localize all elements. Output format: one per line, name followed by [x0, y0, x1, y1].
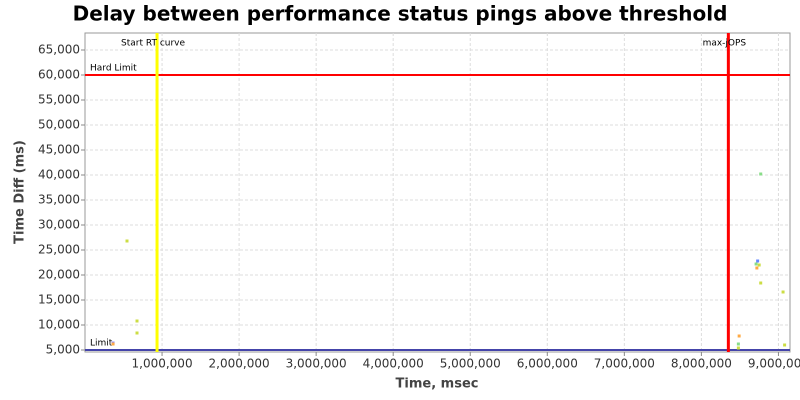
y-tick-label: 35,000 [38, 193, 80, 207]
x-tick-label: 4,000,000 [363, 357, 424, 371]
point [755, 266, 759, 270]
y-tick-label: 65,000 [38, 43, 80, 57]
x-tick-label: 7,000,000 [594, 357, 655, 371]
point [756, 259, 760, 263]
point [781, 290, 785, 294]
marker-label: max-jOPS [703, 39, 747, 49]
chart-title: Delay between performance status pings a… [73, 2, 728, 26]
point [759, 281, 763, 285]
point [757, 263, 761, 267]
point [737, 334, 741, 338]
y-tick-label: 45,000 [38, 143, 80, 157]
y-tick-label: 55,000 [38, 93, 80, 107]
point [111, 342, 115, 346]
x-tick-label: 6,000,000 [517, 357, 578, 371]
y-tick-label: 30,000 [38, 218, 80, 232]
point [759, 172, 763, 176]
x-tick-label: 5,000,000 [440, 357, 501, 371]
threshold-label: Limit [90, 339, 113, 349]
point [736, 342, 740, 346]
y-axis-title: Time Diff (ms) [13, 140, 28, 244]
y-tick-label: 20,000 [38, 268, 80, 282]
y-tick-label: 5,000 [46, 343, 80, 357]
x-axis-title: Time, msec [396, 377, 479, 392]
point [754, 262, 758, 266]
point [736, 346, 740, 350]
y-tick-label: 15,000 [38, 293, 80, 307]
x-tick-label: 8,000,000 [671, 357, 732, 371]
point [783, 343, 787, 347]
marker-label: Start RT curve [121, 39, 185, 49]
y-tick-label: 10,000 [38, 318, 80, 332]
point [135, 319, 139, 323]
x-tick-label: 2,000,000 [209, 357, 270, 371]
y-tick-label: 40,000 [38, 168, 80, 182]
x-tick-label: 3,000,000 [286, 357, 347, 371]
x-tick-label: 1,000,000 [132, 357, 193, 371]
y-tick-label: 60,000 [38, 68, 80, 82]
threshold-label: Hard Limit [90, 64, 137, 74]
point [125, 239, 129, 243]
x-tick-label: 9,000,000 [748, 357, 800, 371]
y-tick-label: 25,000 [38, 243, 80, 257]
y-tick-label: 50,000 [38, 118, 80, 132]
plot-area [84, 32, 791, 353]
point [135, 331, 139, 335]
